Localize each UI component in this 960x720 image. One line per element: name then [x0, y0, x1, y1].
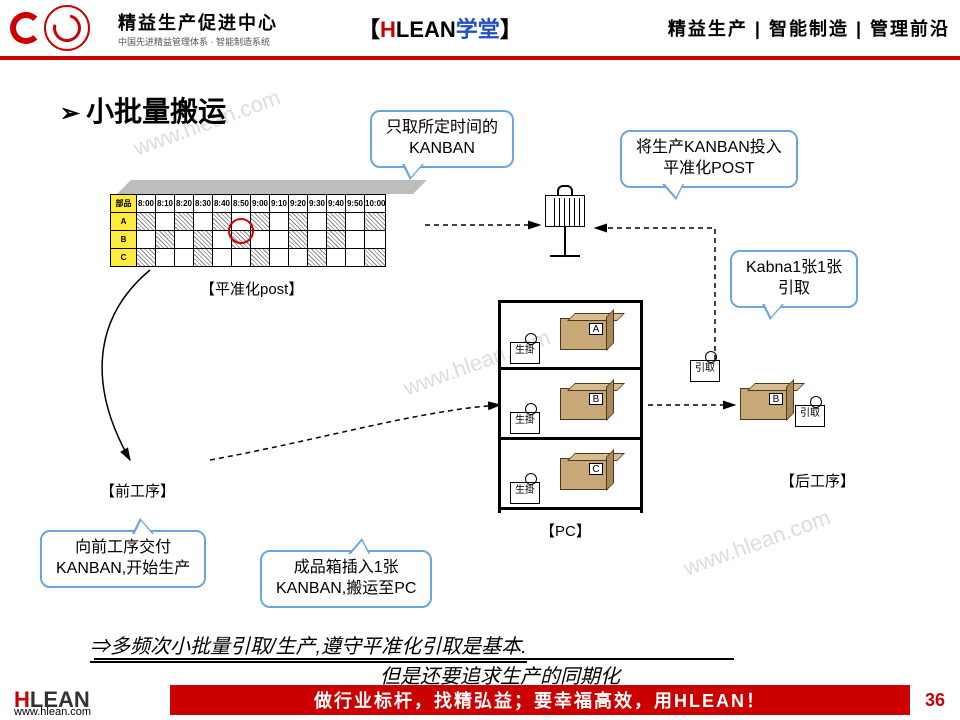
- section-title: ➢小批量搬运: [60, 90, 226, 130]
- footer-url: www.hlean.com: [14, 706, 91, 718]
- post-stand-icon: [545, 195, 585, 257]
- logo-sub: 中国先进精益管理体系 · 智能制造系统: [118, 35, 278, 48]
- footer-slogan: 做行业标杆，找精弘益；要幸福高效，用HLEAN！: [170, 685, 910, 715]
- label-rear: 【后工序】: [780, 470, 855, 491]
- box-b: B: [560, 388, 608, 420]
- logo-text: 精益生产促进中心 中国先进精益管理体系 · 智能制造系统: [118, 9, 278, 48]
- seikake-card-b: 生掛: [510, 412, 540, 434]
- footer: HLEAN 做行业标杆，找精弘益；要幸福高效，用HLEAN！ 36 www.hl…: [0, 680, 960, 720]
- label-heijunka: 【平准化post】: [200, 278, 303, 299]
- hikitori-card-1: 引取: [690, 360, 720, 382]
- callout-deliver-front: 向前工序交付KANBAN,开始生产: [40, 530, 206, 588]
- seikake-card-a: 生掛: [510, 342, 540, 364]
- header: 精益生产促进中心 中国先进精益管理体系 · 智能制造系统 【HLEAN学堂】 精…: [0, 0, 960, 60]
- callout-take-kanban: 只取所定时间的KANBAN: [370, 110, 514, 168]
- page-number: 36: [910, 690, 960, 711]
- label-pc: 【PC】: [540, 520, 591, 541]
- box-rear-b: B: [740, 388, 788, 420]
- logo-cn: 精益生产促进中心: [118, 9, 278, 35]
- diagram-area: www.hlean.com www.hlean.com www.hlean.co…: [0, 60, 960, 676]
- box-a: A: [560, 318, 608, 350]
- seikake-card-c: 生掛: [510, 482, 540, 504]
- label-front: 【前工序】: [100, 480, 175, 501]
- header-right: 精益生产 | 智能制造 | 管理前沿: [668, 15, 950, 41]
- highlight-circle-icon: [228, 218, 254, 244]
- heijunka-board: 部品8:008:108:208:308:408:509:009:109:209:…: [110, 180, 420, 270]
- box-c: C: [560, 458, 608, 490]
- hikitori-card-2: 引取: [795, 405, 825, 427]
- watermark: www.hlean.com: [680, 504, 834, 581]
- callout-insert-kanban: 成品箱插入1张KANBAN,搬运至PC: [260, 550, 432, 608]
- callout-post-kanban: 将生产KANBAN投入平准化POST: [620, 130, 798, 188]
- mid-title: 【HLEAN学堂】: [358, 12, 522, 44]
- logo-mark: [10, 4, 110, 52]
- bullet-icon: ➢: [60, 100, 80, 127]
- callout-pull-one: Kabna1张1张引取: [730, 250, 858, 308]
